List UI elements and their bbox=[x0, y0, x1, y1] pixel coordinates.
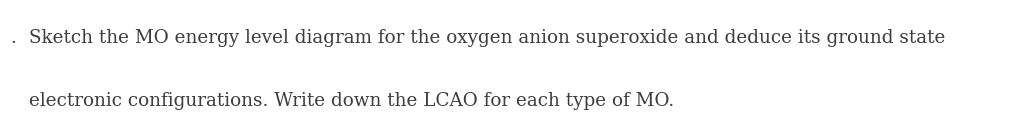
Text: Sketch the MO energy level diagram for the oxygen anion superoxide and deduce it: Sketch the MO energy level diagram for t… bbox=[29, 29, 945, 47]
Text: electronic configurations. Write down the LCAO for each type of MO.: electronic configurations. Write down th… bbox=[29, 92, 674, 110]
Text: .: . bbox=[10, 29, 16, 47]
